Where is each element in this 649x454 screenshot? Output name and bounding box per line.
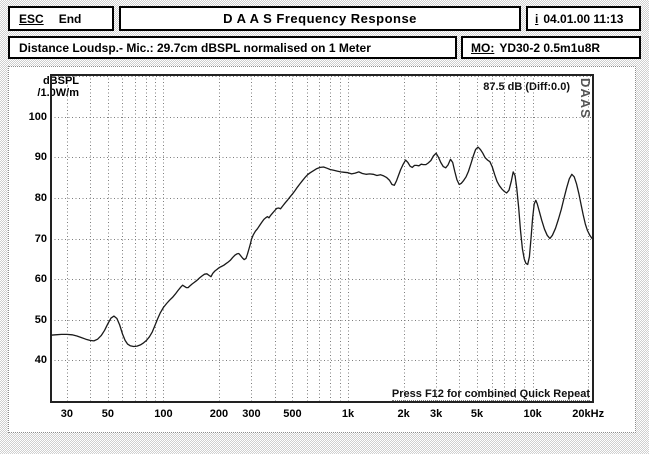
daas-watermark: DAAS — [578, 78, 593, 119]
info-key-label: i — [535, 11, 539, 26]
x-tick-label: 200 — [209, 408, 229, 420]
x-tick-label: 3k — [429, 408, 443, 420]
x-tick-label: 2k — [397, 408, 410, 420]
y-tick-label: 80 — [34, 191, 47, 204]
datetime-label: 04.01.00 11:13 — [543, 11, 624, 26]
y-tick-label: 90 — [34, 151, 47, 164]
x-tick-label: 500 — [283, 408, 302, 420]
page-title: D A A S Frequency Response — [223, 11, 417, 26]
esc-end-button[interactable]: ESC End — [8, 6, 114, 31]
end-label: End — [58, 11, 82, 26]
model-key-label: MO: — [471, 40, 495, 55]
info-datetime-button[interactable]: i 04.01.00 11:13 — [526, 6, 641, 31]
plot-area: 87.5 dB (Diff:0.0) DAAS Press F12 for co… — [50, 74, 594, 403]
distance-normalisation-label: Distance Loudsp.- Mic.: 29.7cm dBSPL nor… — [19, 40, 371, 55]
x-tick-label: 300 — [242, 408, 261, 420]
x-tick-label: 10k — [523, 408, 542, 420]
y-tick-label: 100 — [28, 110, 47, 123]
model-value: YD30-2 0.5m1u8R — [499, 40, 601, 55]
y-tick-label: 70 — [34, 232, 47, 245]
x-tick-label: 5k — [470, 408, 484, 420]
y-tick-label: 60 — [34, 273, 47, 286]
x-tick-label: 100 — [154, 408, 173, 420]
response-curve-plot — [50, 74, 594, 403]
esc-key-label: ESC — [19, 11, 44, 26]
mean-spl-annotation: 87.5 dB (Diff:0.0) — [483, 81, 570, 93]
x-tick-label: 30 — [60, 408, 74, 420]
f12-hint-label: Press F12 for combined Quick Repeat — [391, 388, 590, 401]
window-title: D A A S Frequency Response — [119, 6, 521, 31]
y-tick-label: 50 — [34, 313, 47, 326]
x-tick-label: 1k — [341, 408, 355, 420]
frequency-response-chart: dBSPL /1.0W/m 40 50 60 70 80 90 100 30 50 100 200… — [8, 66, 636, 433]
x-tick-label: 20kHz — [572, 408, 605, 420]
measurement-status-bar: Distance Loudsp.- Mic.: 29.7cm dBSPL nor… — [8, 36, 457, 59]
model-button[interactable]: MO: YD30-2 0.5m1u8R — [461, 36, 641, 59]
y-tick-label: 40 — [34, 354, 47, 367]
x-tick-label: 50 — [101, 408, 114, 420]
